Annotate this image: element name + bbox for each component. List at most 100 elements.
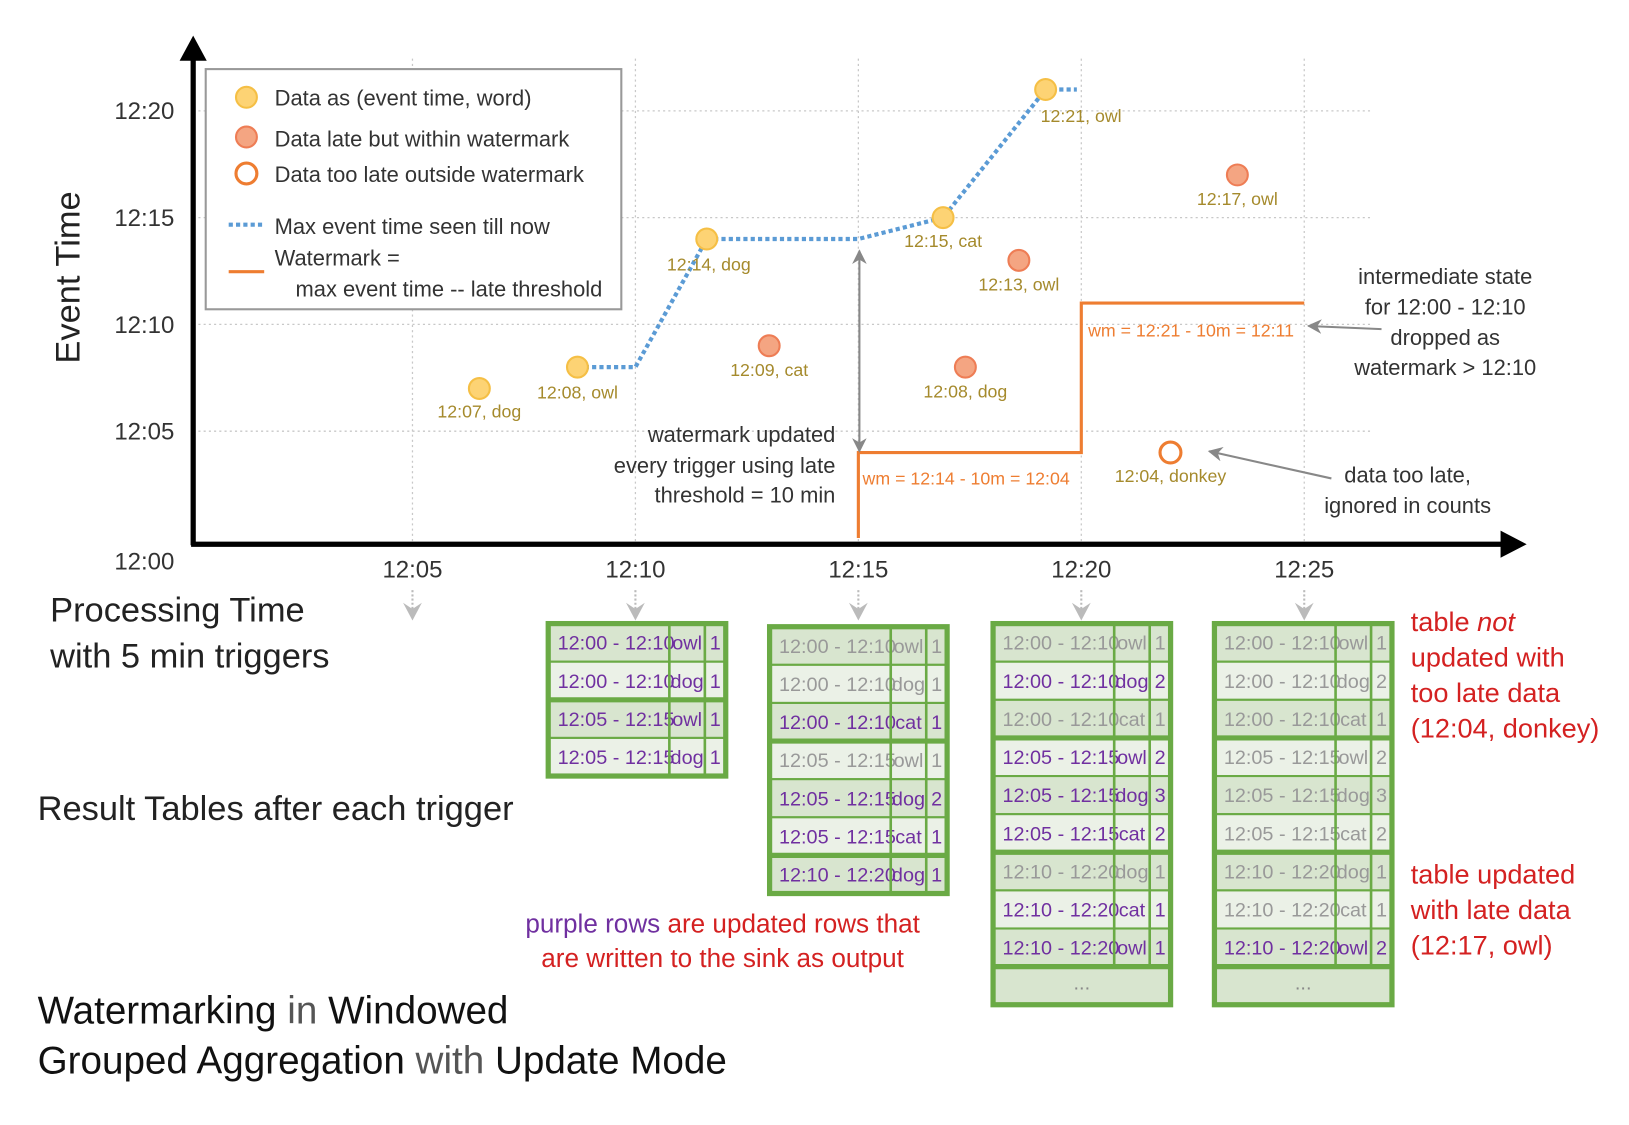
cell-count: 1 bbox=[1155, 861, 1166, 883]
cell-word: owl bbox=[672, 633, 702, 655]
y-tick-label: 12:15 bbox=[114, 205, 174, 232]
watermark-line bbox=[856, 301, 1305, 538]
y-tick-label: 12:05 bbox=[114, 419, 174, 446]
table-row: 12:10 - 12:20 cat 1 bbox=[1213, 889, 1394, 930]
cell-window: 12:10 - 12:20 bbox=[1224, 899, 1341, 921]
table-row: 12:05 - 12:15 cat 2 bbox=[992, 813, 1172, 854]
result-tables-title: Result Tables after each trigger bbox=[38, 790, 514, 828]
cell-word: cat bbox=[1340, 899, 1367, 921]
cell-word: dog bbox=[1337, 861, 1370, 883]
cell-count: 1 bbox=[1376, 709, 1387, 731]
cell-word: dog bbox=[1115, 671, 1148, 693]
cell-window: 12:05 - 12:15 bbox=[779, 750, 896, 772]
data-point-label: 12:08, owl bbox=[537, 382, 618, 402]
cell-count: 1 bbox=[931, 750, 942, 772]
cell-word: cat bbox=[895, 712, 922, 734]
data-points: 12:07, dog 12:08, owl 12:14, dog 12:09, cat… bbox=[437, 78, 1278, 486]
cell-count: 2 bbox=[1376, 823, 1387, 845]
table-row: 12:10 - 12:20 cat 1 bbox=[992, 889, 1172, 930]
cell-count: 2 bbox=[1155, 747, 1166, 769]
data-point-label: 12:21, owl bbox=[1041, 106, 1122, 126]
cell-word: dog bbox=[892, 788, 925, 810]
data-point-label: 12:09, cat bbox=[730, 360, 808, 380]
cell-word: owl bbox=[672, 709, 702, 731]
table-border bbox=[545, 620, 729, 779]
cell-window: 12:05 - 12:15 bbox=[1224, 823, 1341, 845]
red-note-updated-2: with late data bbox=[1410, 894, 1572, 925]
table-row: 12:00 - 12:10 cat 1 bbox=[992, 698, 1172, 739]
red-note-not-updated-1: table not bbox=[1411, 606, 1517, 637]
cell-count: 1 bbox=[710, 633, 721, 655]
cell-count: 1 bbox=[1155, 899, 1166, 921]
cell-window: 12:10 - 12:20 bbox=[1224, 938, 1341, 960]
cell-window: 12:05 - 12:15 bbox=[1224, 747, 1341, 769]
cell-count: 2 bbox=[1376, 938, 1387, 960]
cell-word: owl bbox=[1117, 747, 1147, 769]
wm-update-note-2: every trigger using late bbox=[614, 453, 836, 478]
cell-window: 12:00 - 12:10 bbox=[558, 671, 675, 693]
data-point-label: 12:13, owl bbox=[978, 275, 1059, 295]
cell-window: 12:00 - 12:10 bbox=[1002, 633, 1119, 655]
cell-count: 1 bbox=[931, 865, 942, 887]
cell-window: 12:05 - 12:15 bbox=[779, 788, 896, 810]
more-rows-ellipsis: ... bbox=[1074, 973, 1091, 995]
cell-window: 12:05 - 12:15 bbox=[1002, 785, 1119, 807]
cell-count: 2 bbox=[931, 788, 942, 810]
table-row: 12:00 - 12:10 cat 1 bbox=[768, 701, 949, 743]
cell-count: 1 bbox=[710, 671, 721, 693]
cell-word: cat bbox=[1119, 899, 1146, 921]
max-event-time-line bbox=[577, 87, 1077, 370]
cell-count: 2 bbox=[1155, 823, 1166, 845]
purple-note-line2: are written to the sink as output bbox=[541, 943, 904, 973]
on-time-marker-icon bbox=[234, 85, 258, 109]
cell-window: 12:05 - 12:15 bbox=[558, 709, 675, 731]
cell-word: dog bbox=[1337, 671, 1370, 693]
cell-window: 12:05 - 12:15 bbox=[1002, 747, 1119, 769]
cell-window: 12:10 - 12:20 bbox=[779, 865, 896, 887]
cell-window: 12:00 - 12:10 bbox=[1002, 671, 1119, 693]
y-tick-labels: 12:00 12:05 12:10 12:15 12:20 bbox=[114, 98, 174, 575]
data-point-on-time bbox=[467, 376, 491, 400]
caption-line2: Grouped Aggregation with Update Mode bbox=[38, 1040, 727, 1083]
cell-window: 12:00 - 12:10 bbox=[779, 712, 896, 734]
cell-window: 12:05 - 12:15 bbox=[1224, 785, 1341, 807]
legend: Data as (event time, word) Data late but… bbox=[204, 68, 623, 311]
cell-word: owl bbox=[1117, 938, 1147, 960]
purple-note-rest: are updated rows that bbox=[660, 909, 920, 939]
trigger-arrow-icon bbox=[403, 602, 422, 621]
cell-window: 12:10 - 12:20 bbox=[1002, 861, 1119, 883]
cell-word: cat bbox=[1340, 823, 1367, 845]
cell-count: 1 bbox=[710, 709, 721, 731]
cell-count: 1 bbox=[1155, 633, 1166, 655]
cell-window: 12:00 - 12:10 bbox=[1224, 633, 1341, 655]
cell-count: 3 bbox=[1376, 785, 1387, 807]
y-axis-arrow-icon bbox=[179, 35, 207, 61]
cell-word: dog bbox=[892, 674, 925, 696]
dropped-arrow bbox=[1306, 319, 1382, 334]
purple-note-line1: purple rows are updated rows that bbox=[525, 909, 920, 939]
cell-count: 2 bbox=[1155, 671, 1166, 693]
cell-count: 2 bbox=[1376, 671, 1387, 693]
cell-count: 3 bbox=[1155, 785, 1166, 807]
wm-update-note-1: watermark updated bbox=[647, 422, 836, 447]
x-tick-label: 12:20 bbox=[1051, 557, 1111, 584]
cell-window: 12:00 - 12:10 bbox=[1224, 671, 1341, 693]
data-point-late bbox=[757, 334, 781, 358]
cell-window: 12:00 - 12:10 bbox=[779, 674, 896, 696]
cell-window: 12:10 - 12:20 bbox=[1002, 899, 1119, 921]
data-point-on-time bbox=[565, 355, 589, 379]
trigger-arrow-icon bbox=[848, 602, 868, 621]
data-point-late bbox=[1225, 163, 1249, 187]
